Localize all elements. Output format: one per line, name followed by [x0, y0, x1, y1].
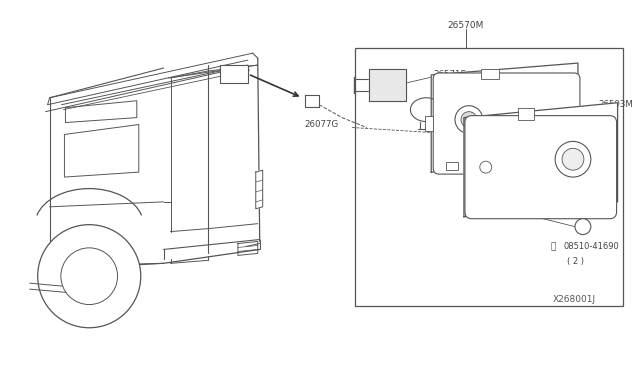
Text: 26077G: 26077G: [305, 120, 339, 129]
Text: 26570B: 26570B: [433, 86, 467, 95]
Circle shape: [38, 225, 141, 328]
Polygon shape: [431, 63, 578, 172]
Bar: [481, 69, 499, 79]
Circle shape: [562, 148, 584, 170]
FancyBboxPatch shape: [433, 73, 580, 174]
Text: 26593M: 26593M: [599, 100, 634, 109]
Bar: [355, 48, 623, 306]
Polygon shape: [256, 170, 262, 209]
Bar: [425, 116, 433, 131]
Polygon shape: [464, 103, 618, 217]
Circle shape: [555, 141, 591, 177]
Bar: [491, 162, 502, 170]
Circle shape: [480, 161, 492, 173]
Polygon shape: [305, 95, 319, 107]
Bar: [518, 108, 534, 119]
Polygon shape: [238, 241, 258, 256]
Circle shape: [455, 106, 483, 134]
FancyBboxPatch shape: [465, 116, 616, 219]
Circle shape: [461, 112, 477, 128]
Bar: [531, 162, 542, 170]
Polygon shape: [65, 125, 139, 177]
Circle shape: [61, 248, 118, 305]
Text: 26570M: 26570M: [448, 21, 484, 30]
Text: ( 2 ): ( 2 ): [567, 257, 584, 266]
Bar: [446, 162, 458, 170]
Text: NOT FOR SALE: NOT FOR SALE: [491, 183, 552, 192]
Text: Ⓢ: Ⓢ: [550, 242, 556, 251]
Polygon shape: [369, 69, 406, 101]
Ellipse shape: [410, 98, 442, 122]
Text: 08510-41690: 08510-41690: [563, 242, 619, 251]
Text: X268001J: X268001J: [553, 295, 596, 304]
Polygon shape: [65, 101, 137, 122]
Circle shape: [575, 219, 591, 235]
Bar: [220, 65, 248, 83]
Text: 26571E: 26571E: [433, 70, 466, 80]
